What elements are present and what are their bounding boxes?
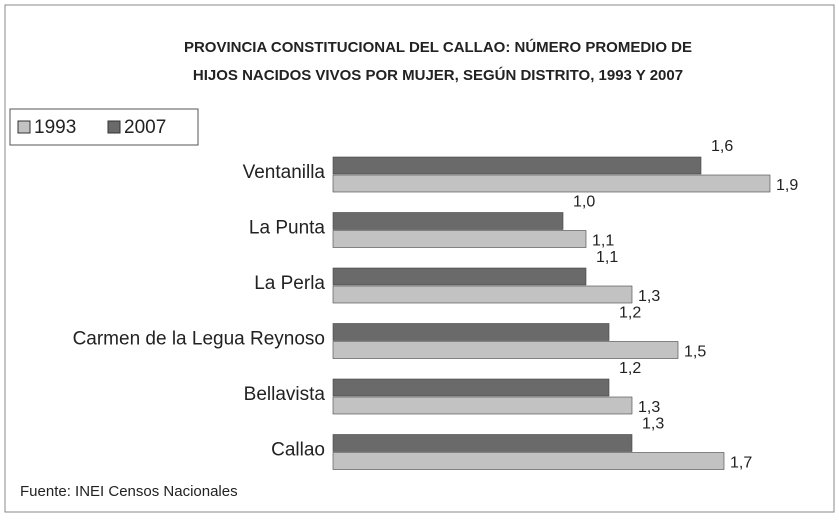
y-tick-label: La Perla (254, 273, 325, 294)
y-tick-label: Carmen de la Legua Reynoso (73, 329, 325, 350)
bar (332, 378, 610, 397)
bar (332, 341, 679, 359)
value-label: 1,9 (776, 177, 798, 194)
y-tick-label: Bellavista (244, 384, 326, 405)
legend-swatch (107, 120, 121, 134)
value-label: 1,1 (592, 233, 614, 250)
y-tick-label: Callao (271, 440, 325, 461)
legend-swatch (17, 120, 31, 134)
bar (332, 452, 725, 470)
value-label: 1,3 (642, 416, 664, 433)
legend-box (9, 108, 199, 146)
bar (332, 174, 771, 193)
chart-title: PROVINCIA CONSTITUCIONAL DEL CALLAO: NÚM… (184, 38, 692, 56)
legend-label: 2007 (124, 117, 166, 138)
bar (332, 212, 564, 230)
bar (332, 156, 702, 175)
bar (332, 434, 633, 452)
value-label: 1,2 (619, 305, 641, 322)
value-label: 1,3 (638, 288, 660, 305)
value-label: 1,2 (619, 360, 641, 377)
bar (332, 230, 587, 248)
legend-label: 1993 (34, 117, 76, 138)
value-label: 1,5 (684, 344, 706, 361)
chart-frame (4, 4, 835, 513)
bar (332, 267, 587, 286)
value-label: 1,0 (573, 194, 595, 211)
bar (332, 396, 633, 415)
source-note: Fuente: INEI Censos Nacionales (20, 483, 238, 500)
y-tick-label: La Punta (249, 218, 325, 239)
value-label: 1,3 (638, 399, 660, 416)
chart-title: HIJOS NACIDOS VIVOS POR MUJER, SEGÚN DIS… (193, 66, 683, 84)
bar (332, 323, 610, 341)
value-label: 1,7 (730, 455, 752, 472)
value-label: 1,1 (596, 249, 618, 266)
y-tick-label: Ventanilla (243, 162, 326, 183)
bar (332, 285, 633, 304)
value-label: 1,6 (711, 138, 733, 155)
